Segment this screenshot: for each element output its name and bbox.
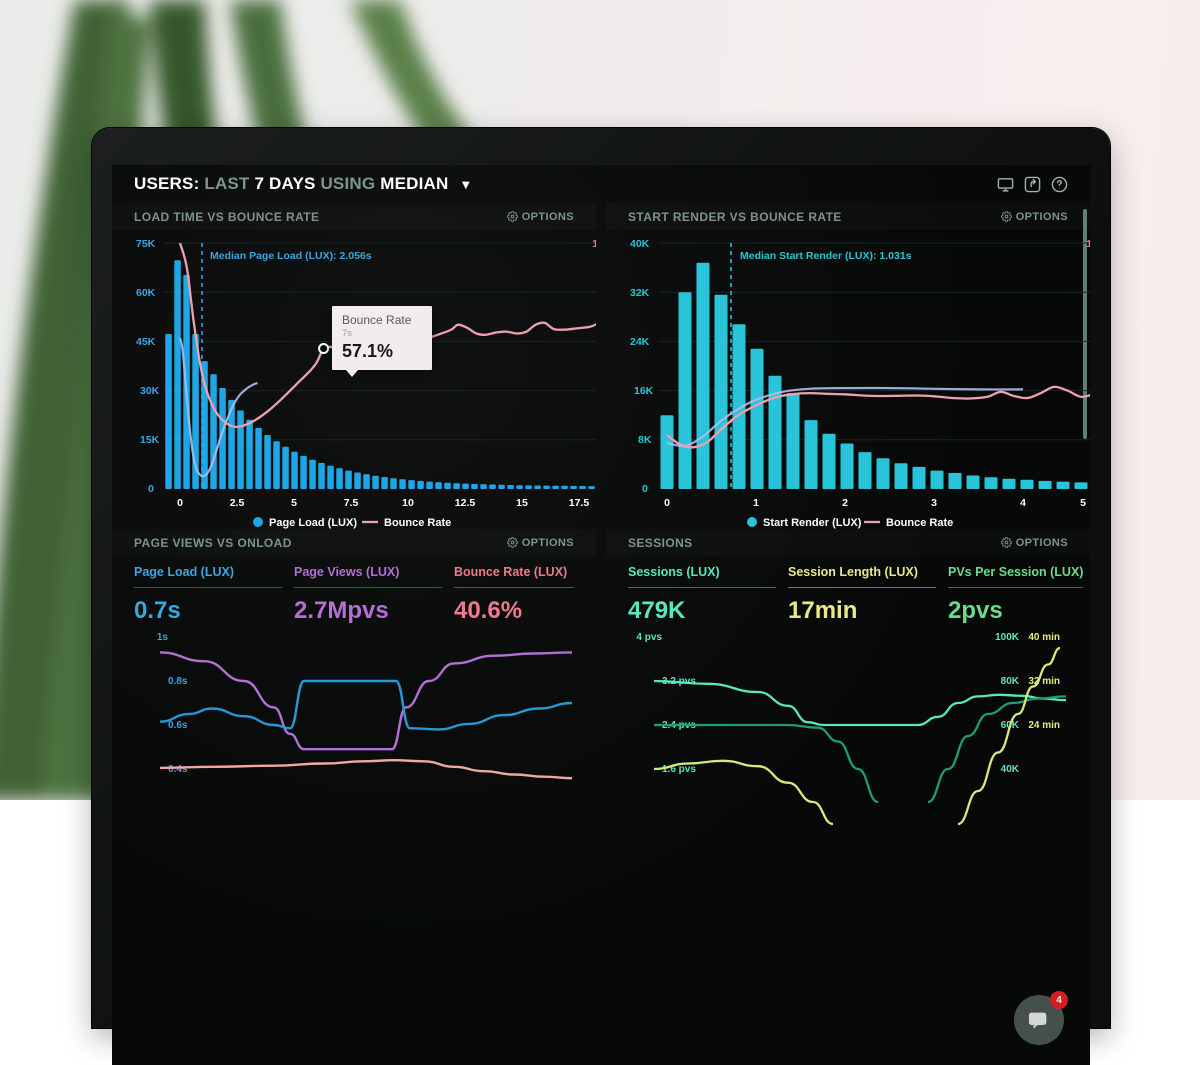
svg-text:Bounce Rate: Bounce Rate [886, 517, 953, 529]
svg-text:30K: 30K [140, 385, 160, 397]
svg-text:0.6s: 0.6s [168, 720, 188, 731]
svg-text:100 %: 100 % [592, 238, 596, 250]
svg-text:4 pvs: 4 pvs [636, 632, 662, 643]
svg-text:Median Page Load (LUX): 2.056s: Median Page Load (LUX): 2.056s [210, 250, 372, 262]
svg-text:15: 15 [516, 497, 528, 509]
svg-text:Median Start Render (LUX): 1.0: Median Start Render (LUX): 1.031s [740, 250, 912, 262]
svg-text:12.5: 12.5 [455, 497, 476, 509]
svg-text:100K: 100K [995, 632, 1020, 643]
svg-text:4: 4 [1020, 497, 1026, 509]
svg-text:5: 5 [1080, 497, 1086, 509]
svg-text:1: 1 [753, 497, 759, 509]
svg-text:40K: 40K [1001, 764, 1020, 775]
svg-text:24 min: 24 min [1028, 720, 1060, 731]
svg-text:Start Render (LUX): Start Render (LUX) [763, 517, 862, 529]
svg-text:0: 0 [642, 483, 648, 495]
svg-text:15K: 15K [140, 434, 160, 446]
svg-text:16K: 16K [634, 385, 654, 397]
svg-text:1.6 pvs: 1.6 pvs [662, 764, 696, 775]
svg-text:Page Load (LUX): Page Load (LUX) [269, 517, 357, 529]
svg-text:60K: 60K [136, 287, 156, 299]
svg-text:1s: 1s [157, 632, 169, 643]
svg-text:0: 0 [177, 497, 183, 509]
svg-text:100 %: 100 % [1086, 238, 1090, 250]
svg-text:40 min: 40 min [1028, 632, 1060, 643]
svg-text:0.4s: 0.4s [168, 764, 188, 775]
svg-text:32K: 32K [630, 287, 650, 299]
svg-text:5: 5 [291, 497, 297, 509]
svg-text:75K: 75K [136, 238, 156, 250]
svg-text:80K: 80K [1001, 676, 1020, 687]
svg-text:0: 0 [148, 483, 154, 495]
svg-text:3: 3 [931, 497, 937, 509]
svg-text:0: 0 [664, 497, 670, 509]
svg-text:2: 2 [842, 497, 848, 509]
svg-text:7.5: 7.5 [344, 497, 359, 509]
svg-text:Bounce Rate: Bounce Rate [384, 517, 451, 529]
svg-text:17.5: 17.5 [569, 497, 590, 509]
svg-text:40K: 40K [630, 238, 650, 250]
svg-text:45K: 45K [136, 336, 156, 348]
svg-text:0.8s: 0.8s [168, 676, 188, 687]
svg-text:24K: 24K [630, 336, 650, 348]
svg-text:10: 10 [402, 497, 414, 509]
svg-text:8K: 8K [638, 434, 652, 446]
svg-text:2.5: 2.5 [230, 497, 245, 509]
